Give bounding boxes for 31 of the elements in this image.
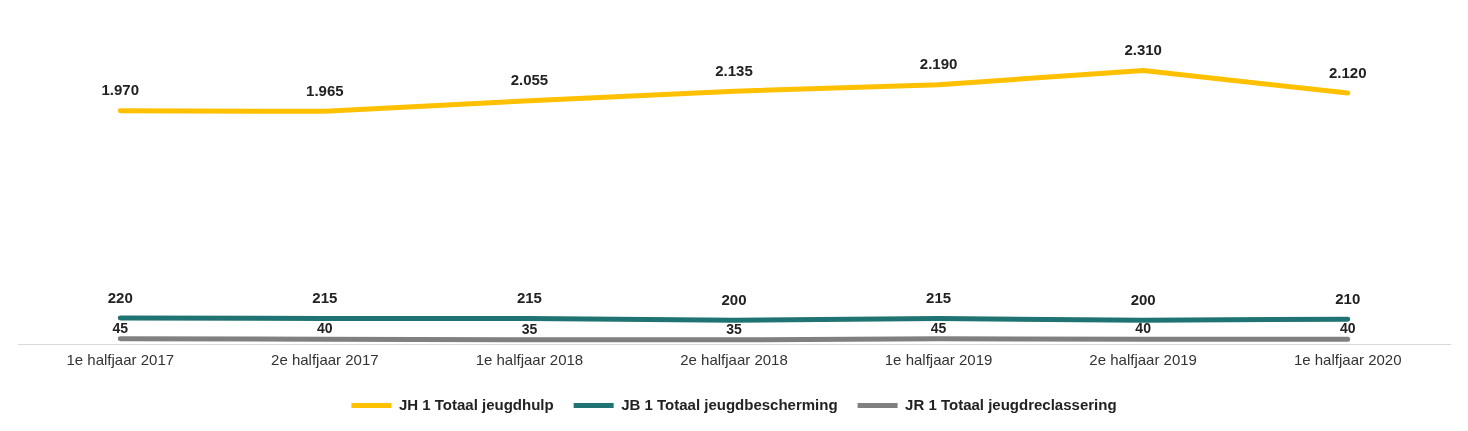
legend-label: JB 1 Totaal jeugdbescherming	[621, 395, 838, 413]
x-tick-label: 2e halfjaar 2019	[1089, 351, 1197, 369]
data-label: 220	[107, 288, 133, 306]
data-label: 2.135	[715, 61, 753, 79]
data-label: 2.310	[1124, 41, 1162, 59]
x-tick-label: 2e halfjaar 2017	[271, 351, 379, 369]
data-label: 210	[1335, 289, 1361, 307]
data-label: 2.190	[919, 55, 958, 73]
legend-label: JR 1 Totaal jeugdreclassering	[905, 395, 1117, 413]
data-label: 215	[926, 289, 952, 307]
data-label: 1.970	[101, 81, 140, 99]
data-label: 45	[930, 319, 947, 336]
data-label: 200	[1130, 290, 1156, 308]
x-tick-label: 1e halfjaar 2018	[475, 351, 584, 369]
data-label: 40	[1339, 320, 1356, 337]
data-label: 215	[312, 289, 338, 307]
x-tick-label: 1e halfjaar 2017	[66, 351, 175, 369]
data-label: 35	[521, 320, 538, 337]
data-label: 1.965	[306, 81, 344, 99]
data-label: 35	[726, 320, 742, 337]
data-label: 2.120	[1328, 63, 1367, 81]
data-label: 2.055	[510, 71, 549, 89]
data-label: 200	[721, 290, 747, 308]
x-tick-label: 1e halfjaar 2019	[884, 351, 993, 369]
x-tick-label: 1e halfjaar 2020	[1293, 351, 1402, 369]
x-tick-label: 2e halfjaar 2018	[680, 351, 788, 369]
data-label: 40	[317, 320, 333, 337]
data-label: 45	[112, 319, 129, 336]
legend-label: JH 1 Totaal jeugdhulp	[398, 395, 554, 413]
data-label: 215	[516, 289, 542, 307]
data-label: 40	[1135, 320, 1152, 337]
